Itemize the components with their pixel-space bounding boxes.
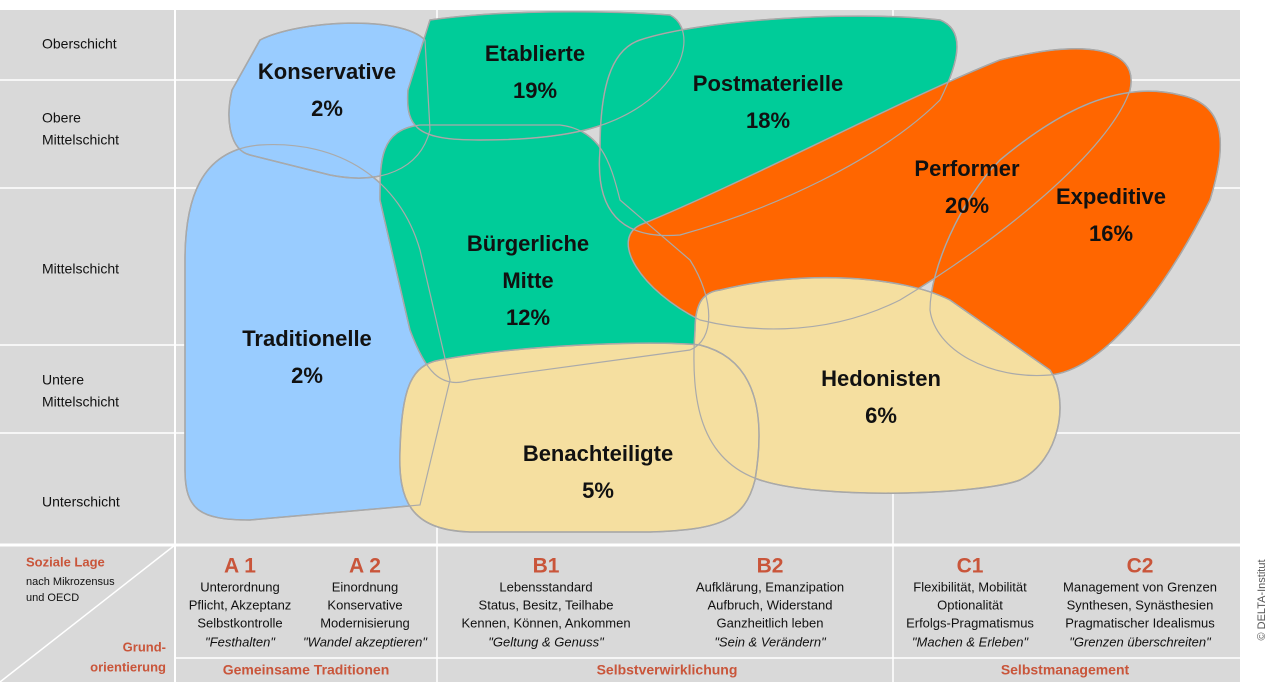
- column-code: A 1: [224, 555, 256, 578]
- group-label: Selbstverwirklichung: [597, 662, 738, 678]
- column-line: Status, Besitz, Teilhabe: [479, 597, 614, 612]
- column-line: Ganzheitlich leben: [717, 615, 824, 630]
- milieu-share: 18%: [746, 108, 790, 133]
- column-code: B1: [533, 555, 560, 578]
- shape-outline: [598, 15, 958, 237]
- row-label: Mittelschicht: [42, 394, 119, 410]
- social-label: Soziale Lage: [26, 554, 105, 569]
- column-line: Unterordnung: [200, 579, 280, 594]
- group-label: Gemeinsame Traditionen: [223, 662, 390, 678]
- column-motto: "Machen & Erleben": [912, 634, 1030, 649]
- column-line: Aufbruch, Widerstand: [707, 597, 832, 612]
- benachteiligte-shape: [399, 342, 760, 533]
- shape-outline: [929, 90, 1221, 377]
- shape-outline: [184, 143, 451, 521]
- column-line: Optionalität: [937, 597, 1003, 612]
- column-line: Flexibilität, Mobilität: [913, 579, 1027, 594]
- shape-outline: [399, 342, 760, 533]
- row-label: Mittelschicht: [42, 132, 119, 148]
- milieu-name: Mitte: [502, 268, 553, 293]
- column-line: Modernisierung: [320, 615, 410, 630]
- milieu-share: 12%: [506, 305, 550, 330]
- milieu-share: 20%: [945, 193, 989, 218]
- milieu-name: Postmaterielle: [693, 71, 843, 96]
- row-label: Unterschicht: [42, 494, 120, 510]
- milieu-share: 6%: [865, 403, 897, 428]
- column-motto: "Grenzen überschreiten": [1069, 634, 1212, 649]
- shape-outline: [379, 124, 710, 384]
- milieu-share: 2%: [291, 363, 323, 388]
- copyright: © DELTA-Institut: [1256, 559, 1268, 640]
- column-motto: "Festhalten": [205, 634, 276, 649]
- column-line: Lebensstandard: [499, 579, 592, 594]
- milieu-name: Expeditive: [1056, 184, 1166, 209]
- column-code: A 2: [349, 555, 381, 578]
- shape-outline: [693, 277, 1061, 494]
- milieu-name: Etablierte: [485, 41, 585, 66]
- column-line: Kennen, Können, Ankommen: [461, 615, 630, 630]
- milieu-name: Bürgerliche: [467, 231, 589, 256]
- row-label: Untere: [42, 372, 84, 388]
- column-line: Konservative: [327, 597, 402, 612]
- shape-outline: [627, 48, 1132, 330]
- column-line: Erfolgs-Pragmatismus: [906, 615, 1034, 630]
- row-label: Mittelschicht: [42, 261, 119, 277]
- group-label: Selbstmanagement: [1001, 662, 1130, 678]
- column-line: Management von Grenzen: [1063, 579, 1217, 594]
- column-code: B2: [757, 555, 784, 578]
- column-motto: "Geltung & Genuss": [488, 634, 605, 649]
- social-note: und OECD: [26, 592, 79, 604]
- row-label: Obere: [42, 110, 81, 126]
- orientation-label: orientierung: [90, 659, 166, 674]
- milieu-share: 16%: [1089, 221, 1133, 246]
- column-line: Synthesen, Synästhesien: [1067, 597, 1214, 612]
- milieu-name: Performer: [914, 156, 1020, 181]
- milieu-share: 5%: [582, 478, 614, 503]
- milieu-name: Traditionelle: [242, 326, 372, 351]
- milieu-name: Benachteiligte: [523, 441, 673, 466]
- column-motto: "Sein & Verändern": [714, 634, 827, 649]
- column-line: Pflicht, Akzeptanz: [189, 597, 292, 612]
- column-line: Pragmatischer Idealismus: [1065, 615, 1215, 630]
- orientation-label: Grund-: [123, 639, 166, 654]
- social-note: nach Mikrozensus: [26, 576, 115, 588]
- column-line: Selbstkontrolle: [197, 615, 282, 630]
- milieu-share: 2%: [311, 96, 343, 121]
- column-motto: "Wandel akzeptieren": [303, 634, 428, 649]
- milieu-shapes: [184, 10, 1222, 533]
- milieu-name: Konservative: [258, 59, 396, 84]
- column-code: C1: [957, 555, 984, 578]
- column-code: C2: [1127, 555, 1154, 578]
- shape-outline: [228, 22, 431, 179]
- milieu-name: Hedonisten: [821, 366, 941, 391]
- labels: Oberschicht Obere Mittelschicht Mittelschic…: [26, 36, 1217, 678]
- shape-outline: [407, 11, 685, 141]
- column-line: Aufklärung, Emanzipation: [696, 579, 844, 594]
- column-line: Einordnung: [332, 579, 399, 594]
- row-label: Oberschicht: [42, 36, 117, 52]
- milieu-share: 19%: [513, 78, 557, 103]
